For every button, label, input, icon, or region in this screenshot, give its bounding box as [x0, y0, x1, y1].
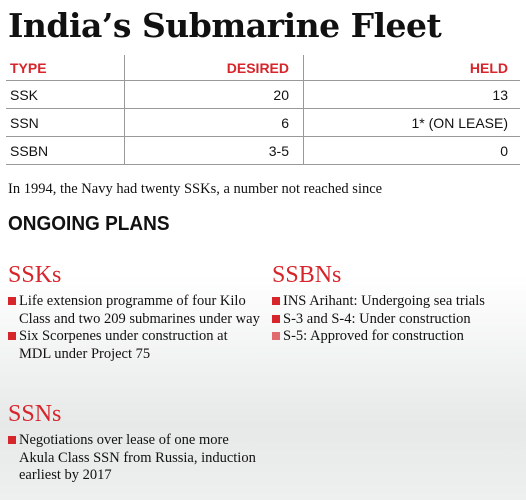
square-bullet-icon	[8, 436, 16, 444]
list-item-text: S-5: Approved for construction	[283, 328, 464, 344]
cell-desired: 6	[124, 108, 304, 137]
ssns-heading: SSNs	[8, 401, 62, 427]
table-row: SSN 6 1* (ON LEASE)	[6, 108, 520, 137]
ssbns-heading: SSBNs	[272, 262, 342, 288]
ssns-list: Negotiations over lease of one more Akul…	[8, 432, 260, 485]
list-item: INS Arihant: Undergoing sea trials	[272, 293, 522, 311]
cell-desired: 3-5	[124, 136, 304, 165]
list-item-text: Negotiations over lease of one more Akul…	[19, 432, 256, 483]
column-header-type: TYPE	[6, 55, 125, 81]
page-title: India’s Submarine Fleet	[8, 6, 442, 45]
list-item: S-3 and S-4: Under construction	[272, 311, 522, 329]
cell-type: SSK	[6, 80, 125, 109]
list-item: S-5: Approved for construction	[272, 328, 522, 346]
list-item: Life extension programme of four Kilo Cl…	[8, 293, 260, 328]
ssks-list: Life extension programme of four Kilo Cl…	[8, 293, 260, 363]
square-bullet-icon	[272, 314, 280, 323]
cell-held: 0	[303, 136, 520, 165]
history-note: In 1994, the Navy had twenty SSKs, a num…	[8, 181, 383, 197]
table-header-row: TYPE DESIRED HELD	[6, 55, 520, 81]
cell-type: SSN	[6, 108, 125, 137]
list-item-text: Life extension programme of four Kilo Cl…	[19, 293, 260, 327]
cell-desired: 20	[124, 80, 304, 109]
cell-held: 13	[303, 80, 520, 109]
cell-type: SSBN	[6, 136, 125, 165]
list-item-text: INS Arihant: Undergoing sea trials	[283, 293, 485, 309]
ssks-heading: SSKs	[8, 262, 62, 288]
ongoing-plans-heading: ONGOING PLANS	[8, 213, 170, 235]
cell-held: 1* (ON LEASE)	[303, 108, 520, 137]
list-item-text: S-3 and S-4: Under construction	[283, 310, 471, 327]
column-header-held: HELD	[303, 55, 520, 81]
fleet-table: TYPE DESIRED HELD SSK 20 13 SSN 6 1* (ON…	[6, 55, 520, 165]
list-item: Negotiations over lease of one more Akul…	[8, 432, 260, 485]
column-header-desired: DESIRED	[124, 55, 304, 81]
square-bullet-icon	[272, 297, 280, 305]
square-bullet-icon	[8, 332, 16, 340]
square-bullet-icon	[8, 297, 16, 305]
list-item-text: Six Scorpenes under construction at MDL …	[19, 328, 228, 362]
list-item: Six Scorpenes under construction at MDL …	[8, 328, 260, 363]
table-row: SSBN 3-5 0	[6, 136, 520, 165]
ssbns-list: INS Arihant: Undergoing sea trials S-3 a…	[272, 293, 522, 346]
square-bullet-icon	[272, 332, 280, 340]
table-row: SSK 20 13	[6, 80, 520, 109]
